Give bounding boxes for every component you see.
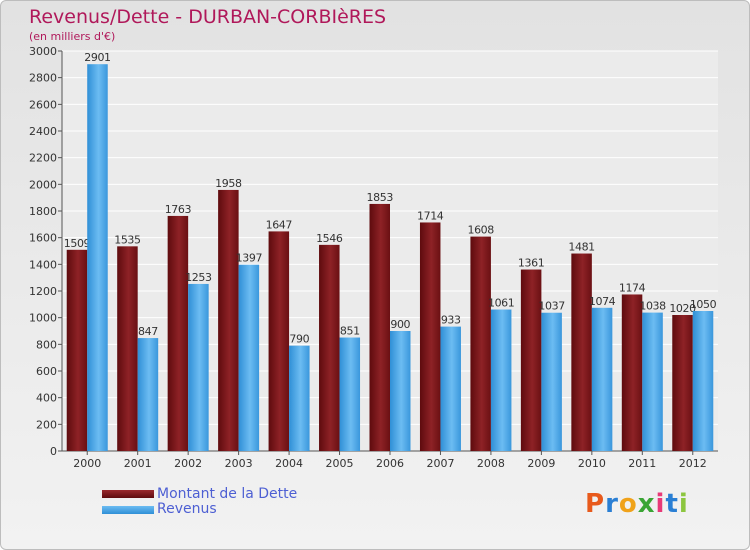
data-label-dette: 1958 <box>215 177 242 190</box>
data-label-revenus: 2901 <box>84 51 110 64</box>
y-tick-label: 400 <box>36 392 57 405</box>
bar-revenus <box>238 264 260 451</box>
data-label-dette: 1647 <box>266 218 293 231</box>
bar-revenus <box>390 331 411 451</box>
y-tick-label: 2200 <box>29 152 57 165</box>
data-label-revenus: 1253 <box>185 271 212 284</box>
chart-title: Revenus/Dette - DURBAN-CORBIèRES <box>29 6 387 28</box>
bar-revenus <box>440 326 461 451</box>
y-tick-label: 1200 <box>29 285 57 298</box>
bar-revenus <box>490 309 512 451</box>
bar-revenus <box>188 283 209 451</box>
x-tick-label: 2004 <box>275 457 303 470</box>
data-label-revenus: 1038 <box>639 300 666 313</box>
proxiti-logo: Proxiti <box>585 489 689 519</box>
bar-dette <box>520 269 542 451</box>
data-label-dette: 1509 <box>64 237 91 250</box>
x-tick-label: 2008 <box>477 457 505 470</box>
data-label-revenus: 900 <box>390 318 410 331</box>
bar-revenus <box>87 64 108 451</box>
data-label-revenus: 1074 <box>589 295 616 308</box>
logo-letter: o <box>618 489 638 519</box>
x-tick-label: 2005 <box>326 457 354 470</box>
chart-subtitle: (en milliers d'€) <box>29 30 116 43</box>
bar-dette <box>117 246 138 451</box>
data-label-revenus: 933 <box>441 314 461 327</box>
data-label-revenus: 1397 <box>236 252 263 265</box>
x-tick-label: 2007 <box>426 457 454 470</box>
bar-dette <box>218 189 239 451</box>
bar-revenus <box>137 338 159 451</box>
logo-letter: i <box>655 489 666 519</box>
x-tick-label: 2012 <box>679 457 707 470</box>
logo-letter: x <box>637 489 656 519</box>
x-tick-label: 2002 <box>174 457 202 470</box>
data-label-dette: 1020 <box>669 302 696 315</box>
bar-revenus <box>591 307 613 451</box>
bar-revenus <box>339 337 361 451</box>
bar-revenus <box>642 312 663 451</box>
x-tick-label: 2011 <box>628 457 656 470</box>
bar-dette <box>621 294 643 451</box>
data-label-revenus: 851 <box>340 325 360 338</box>
bar-dette <box>571 253 592 451</box>
logo-letter: i <box>678 489 689 519</box>
legend-swatch-dette <box>102 490 154 498</box>
y-tick-label: 0 <box>50 445 57 458</box>
legend-label-dette: Montant de la Dette <box>157 486 298 502</box>
data-label-dette: 1174 <box>619 281 646 294</box>
bar-dette <box>319 244 340 451</box>
bar-dette <box>268 231 290 451</box>
data-label-dette: 1481 <box>568 241 594 254</box>
x-tick-label: 2000 <box>73 457 101 470</box>
y-tick-label: 2800 <box>29 72 57 85</box>
x-tick-label: 2001 <box>124 457 152 470</box>
y-tick-label: 2400 <box>29 125 57 138</box>
data-label-revenus: 847 <box>138 325 158 338</box>
x-tick-label: 2006 <box>376 457 404 470</box>
bar-dette <box>66 249 88 451</box>
data-label-revenus: 1061 <box>488 297 514 310</box>
y-tick-label: 3000 <box>29 45 57 58</box>
logo-letter: r <box>605 489 619 519</box>
y-tick-label: 1800 <box>29 205 57 218</box>
y-tick-label: 2600 <box>29 98 57 111</box>
bar-dette <box>369 203 390 451</box>
data-label-revenus: 790 <box>289 333 309 346</box>
y-tick-label: 1000 <box>29 312 57 325</box>
bar-revenus <box>289 345 310 451</box>
y-tick-label: 800 <box>36 338 57 351</box>
y-tick-label: 200 <box>36 418 57 431</box>
data-label-revenus: 1050 <box>690 298 717 311</box>
data-label-dette: 1853 <box>367 191 394 204</box>
bar-revenus <box>541 312 562 451</box>
x-tick-label: 2003 <box>225 457 253 470</box>
legend-label-revenus: Revenus <box>157 501 217 517</box>
y-tick-label: 600 <box>36 365 57 378</box>
data-label-dette: 1361 <box>518 257 544 270</box>
bar-dette <box>167 215 189 451</box>
y-tick-label: 2000 <box>29 178 57 191</box>
data-label-revenus: 1037 <box>538 300 565 313</box>
data-label-dette: 1535 <box>114 233 141 246</box>
bar-dette <box>470 236 491 451</box>
y-tick-label: 1600 <box>29 232 57 245</box>
data-label-dette: 1763 <box>165 203 192 216</box>
y-tick-label: 1400 <box>29 258 57 271</box>
x-tick-label: 2010 <box>578 457 606 470</box>
logo-letter: P <box>585 489 606 519</box>
legend-swatch-revenus <box>102 506 154 514</box>
data-label-dette: 1608 <box>467 224 494 237</box>
x-tick-label: 2009 <box>527 457 555 470</box>
logo-letter: t <box>665 489 679 519</box>
bar-dette <box>419 222 441 451</box>
data-label-dette: 1714 <box>417 209 444 222</box>
bar-revenus <box>692 311 714 451</box>
bar-dette <box>672 315 693 451</box>
data-label-dette: 1546 <box>316 232 343 245</box>
